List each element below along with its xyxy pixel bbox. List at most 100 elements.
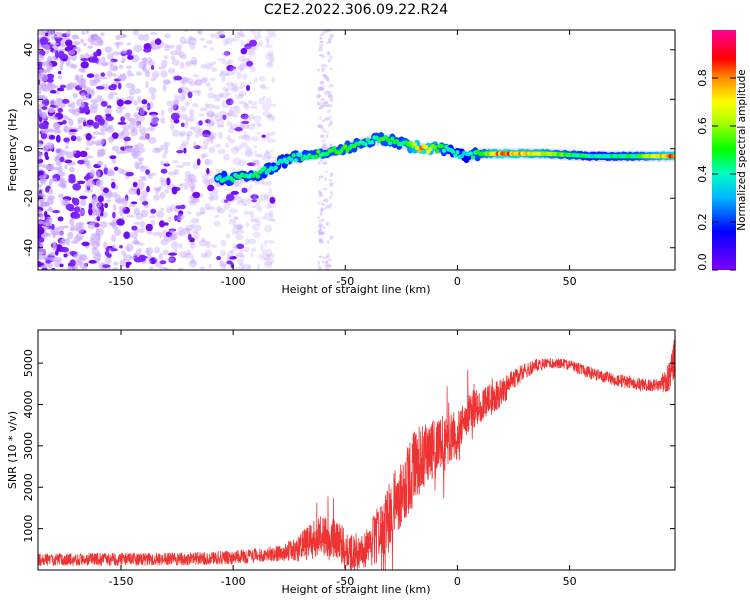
noise-speckle	[167, 171, 177, 176]
noise-speckle	[150, 64, 155, 70]
noise-speckle	[265, 133, 271, 139]
noise-speckle	[240, 124, 249, 130]
noise-speckle	[208, 133, 215, 140]
noise-speckle	[216, 205, 223, 213]
noise-speckle	[263, 260, 273, 266]
noise-speckle	[177, 226, 184, 233]
noise-speckle	[201, 173, 209, 180]
spectrogram-x-tick-label: 50	[563, 275, 577, 288]
noise-speckle	[327, 263, 331, 267]
noise-speckle	[329, 178, 332, 182]
noise-speckle	[160, 59, 168, 68]
noise-speckle	[44, 151, 49, 158]
noise-speckle	[190, 223, 196, 228]
noise-speckle	[318, 124, 324, 129]
noise-speckle	[237, 86, 244, 90]
noise-speckle	[72, 197, 80, 206]
colorbar-tick-label: 0.8	[696, 69, 709, 87]
noise-speckle	[241, 120, 250, 125]
snr-y-tick-label: 5000	[22, 349, 35, 377]
noise-speckle	[255, 203, 262, 210]
noise-speckle	[95, 86, 105, 90]
colorbar-tick-label: 0.6	[696, 117, 709, 135]
noise-speckle	[160, 117, 166, 124]
noise-speckle	[58, 177, 66, 183]
noise-speckle	[263, 86, 270, 90]
noise-speckle	[255, 121, 261, 127]
noise-speckle	[188, 115, 195, 122]
noise-speckle	[265, 180, 272, 187]
noise-speckle	[150, 113, 157, 118]
noise-speckle	[204, 203, 211, 211]
noise-speckle	[115, 150, 122, 155]
noise-speckle	[39, 36, 49, 45]
noise-speckle	[253, 153, 263, 158]
noise-speckle	[190, 185, 194, 193]
snr-data-point	[233, 557, 234, 558]
noise-speckle	[267, 50, 274, 58]
noise-speckle	[103, 241, 108, 249]
noise-speckle	[171, 231, 177, 240]
noise-speckle	[221, 60, 231, 65]
noise-speckle	[200, 252, 208, 259]
noise-speckle	[98, 148, 106, 153]
noise-speckle	[317, 216, 320, 219]
noise-speckle	[60, 246, 69, 253]
noise-speckle	[250, 135, 260, 142]
noise-speckle	[253, 150, 258, 155]
noise-speckle	[78, 255, 84, 261]
noise-speckle	[143, 47, 152, 53]
ridge-core	[262, 165, 267, 171]
noise-speckle	[247, 264, 252, 269]
noise-speckle	[51, 177, 58, 183]
noise-speckle	[173, 75, 183, 81]
noise-speckle	[238, 30, 245, 37]
noise-speckle	[94, 140, 102, 147]
noise-speckle	[321, 127, 326, 132]
noise-speckle	[247, 51, 253, 55]
noise-speckle	[87, 45, 94, 49]
noise-speckle	[107, 124, 114, 129]
noise-speckle	[322, 226, 326, 230]
noise-speckle	[241, 187, 248, 194]
noise-speckle	[38, 95, 45, 99]
noise-speckle	[195, 211, 202, 217]
noise-speckle	[242, 210, 252, 215]
noise-speckle	[79, 195, 88, 200]
noise-speckle	[141, 176, 147, 182]
noise-speckle	[216, 255, 222, 261]
noise-speckle	[173, 102, 177, 110]
ridge-core	[370, 140, 375, 145]
noise-speckle	[162, 78, 171, 85]
noise-speckle	[79, 103, 85, 108]
noise-speckle	[157, 66, 166, 70]
noise-speckle	[207, 92, 216, 99]
noise-speckle	[263, 254, 271, 261]
noise-speckle	[141, 165, 149, 169]
noise-speckle	[320, 105, 325, 109]
noise-speckle	[83, 175, 91, 180]
noise-speckle	[137, 156, 145, 162]
noise-speckle	[84, 52, 89, 60]
noise-speckle	[251, 247, 257, 253]
noise-speckle	[66, 83, 71, 90]
snr-data-point	[513, 379, 514, 380]
noise-speckle	[159, 191, 166, 200]
noise-speckle	[80, 38, 85, 44]
snr-data-point	[580, 369, 581, 370]
noise-speckle	[150, 39, 156, 48]
ridge-core	[423, 145, 429, 150]
noise-speckle	[146, 57, 153, 64]
noise-speckle	[57, 70, 62, 75]
spectrogram-x-tick-label: -100	[221, 275, 246, 288]
noise-speckle	[159, 266, 168, 270]
noise-speckle	[264, 44, 274, 48]
noise-speckle	[267, 113, 272, 118]
noise-speckle	[113, 166, 119, 171]
noise-speckle	[96, 170, 101, 179]
noise-speckle	[104, 107, 112, 115]
noise-speckle	[100, 100, 108, 107]
noise-speckle	[320, 104, 325, 108]
noise-speckle	[249, 105, 259, 109]
noise-speckle	[64, 164, 68, 170]
